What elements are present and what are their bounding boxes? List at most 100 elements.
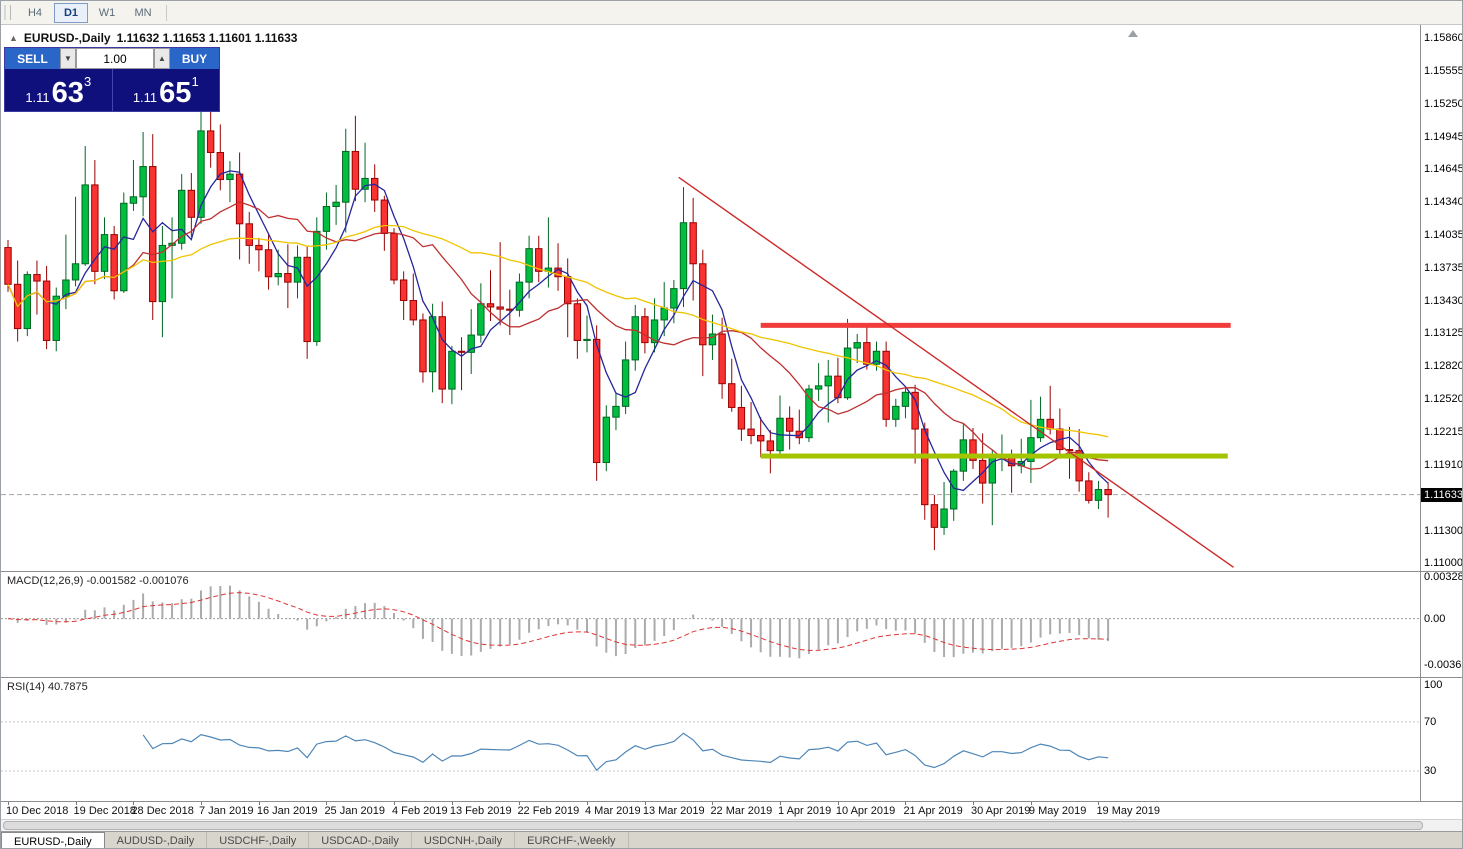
trade-panel-controls: SELL ▼ 1.00 ▲ BUY xyxy=(5,48,219,69)
time-axis-tick xyxy=(133,802,135,805)
collapse-trade-panel-icon[interactable]: ▲ xyxy=(9,33,18,43)
rsi-panel[interactable]: RSI(14) 40.7875 xyxy=(1,678,1420,801)
horizontal-scrollbar[interactable] xyxy=(1,819,1462,831)
bid-price-pips: 63 xyxy=(51,77,84,110)
toolbar-grip[interactable] xyxy=(4,5,11,20)
time-axis-tick xyxy=(837,802,839,805)
chart-tab-audusd-daily[interactable]: AUDUSD-,Daily xyxy=(105,832,208,848)
timeframe-button-h4[interactable]: H4 xyxy=(27,6,43,19)
price-axis-label: 1.11910 xyxy=(1424,458,1463,471)
volume-decrement-button[interactable]: ▼ xyxy=(60,48,76,69)
panel-separator[interactable] xyxy=(1,677,1462,678)
macd-axis: 0.003287 0.00 -0.003659 xyxy=(1421,571,1462,677)
date-label: 19 May 2019 xyxy=(1096,805,1161,817)
support-line xyxy=(760,453,1228,459)
time-axis-tick xyxy=(519,802,521,805)
date-label: 22 Mar 2019 xyxy=(710,805,773,817)
time-axis[interactable]: 10 Dec 2018 19 Dec 2018 28 Dec 2018 7 Jan 2… xyxy=(1,802,1462,819)
time-axis-tick xyxy=(973,802,974,805)
price-axis[interactable]: 1.15860 1.15555 1.15250 1.14945 1.14645 1.143… xyxy=(1421,25,1463,571)
macd-panel[interactable]: MACD(12,26,9) -0.001582 -0.001076 xyxy=(1,572,1420,677)
chart-tab-usdchf-daily[interactable]: USDCHF-,Daily xyxy=(207,832,310,848)
ma-fast-line xyxy=(7,170,1109,492)
price-axis-label: 1.13125 xyxy=(1424,327,1463,340)
price-axis-label: 1.14035 xyxy=(1424,229,1463,242)
price-axis-label: 1.13735 xyxy=(1424,261,1463,274)
date-label: 4 Feb 2019 xyxy=(392,805,448,817)
date-label: 25 Jan 2019 xyxy=(324,805,385,817)
price-axis-label: 1.15250 xyxy=(1424,97,1463,110)
time-axis-tick xyxy=(201,802,202,805)
price-axis-label: 1.15860 xyxy=(1424,32,1463,44)
chart-symbol-label: EURUSD-,Daily xyxy=(23,31,111,45)
price-axis-label: 1.12215 xyxy=(1424,425,1463,438)
date-label: 19 Dec 2018 xyxy=(73,805,136,817)
ask-price-point: 1 xyxy=(191,74,199,89)
price-axis-label: 1.12520 xyxy=(1424,392,1463,405)
time-axis-tick xyxy=(587,802,588,805)
date-label: 22 Feb 2019 xyxy=(517,805,580,817)
volume-increment-button[interactable]: ▲ xyxy=(154,48,170,69)
price-axis-label: 1.12820 xyxy=(1424,360,1463,373)
candles-layer xyxy=(4,106,1112,551)
volume-input[interactable]: 1.00 xyxy=(76,48,154,69)
date-label: 16 Jan 2019 xyxy=(256,805,318,817)
time-axis-tick xyxy=(394,802,395,805)
price-axis-label: 1.14945 xyxy=(1424,130,1463,143)
date-label: 1 Apr 2019 xyxy=(778,805,832,817)
macd-axis-label: 0.00 xyxy=(1424,612,1446,625)
one-click-trading-panel: SELL ▼ 1.00 ▲ BUY 1.11 63 3 1.11 65 1 xyxy=(5,48,219,111)
time-axis-tick xyxy=(326,802,328,805)
date-label: 7 Jan 2019 xyxy=(199,805,254,817)
rsi-axis: 100 70 30 xyxy=(1421,678,1462,801)
panel-separator[interactable] xyxy=(1,571,1462,572)
chart-title: ▲ EURUSD-,Daily 1.11632 1.11653 1.11601 … xyxy=(9,31,297,45)
timeframe-button-mn[interactable]: MN xyxy=(134,6,152,19)
date-label: 10 Dec 2018 xyxy=(6,805,69,817)
chart-tab-eurchf-weekly[interactable]: EURCHF-,Weekly xyxy=(515,832,629,848)
rsi-canvas[interactable] xyxy=(1,678,1420,801)
time-axis-tick xyxy=(75,802,77,805)
price-axis-label: 1.14645 xyxy=(1424,163,1463,176)
ask-price-base: 1.11 xyxy=(132,90,158,105)
current-price-badge: 1.11633 xyxy=(1421,487,1462,502)
time-axis-tick xyxy=(712,802,714,805)
chart-tab-usdcnh-daily[interactable]: USDCNH-,Daily xyxy=(412,832,516,848)
date-label: 28 Dec 2018 xyxy=(131,805,194,817)
buy-button[interactable]: BUY xyxy=(170,48,219,69)
macd-canvas[interactable] xyxy=(1,572,1420,677)
chart-tabs-bar: EURUSD-,Daily AUDUSD-,Daily USDCHF-,Daily U… xyxy=(1,831,1462,848)
macd-axis-label: -0.003659 xyxy=(1424,659,1462,671)
bid-price[interactable]: 1.11 63 3 xyxy=(5,69,113,111)
main-chart-canvas[interactable] xyxy=(1,25,1420,571)
date-label: 9 May 2019 xyxy=(1028,805,1087,817)
chart-shift-marker xyxy=(1128,30,1138,37)
panel-separator xyxy=(1,801,1462,802)
price-axis-label: 1.11000 xyxy=(1424,557,1463,569)
date-label: 21 Apr 2019 xyxy=(903,805,963,817)
time-axis-tick xyxy=(780,802,781,805)
timeframe-button-w1[interactable]: W1 xyxy=(98,6,116,19)
ask-price[interactable]: 1.11 65 1 xyxy=(113,69,220,111)
date-label: 10 Apr 2019 xyxy=(835,805,896,817)
trade-panel-quotes: 1.11 63 3 1.11 65 1 xyxy=(5,69,219,111)
date-label: 4 Mar 2019 xyxy=(585,805,641,817)
time-axis-tick xyxy=(451,802,453,805)
time-axis-tick xyxy=(8,802,9,805)
axis-separator xyxy=(1420,25,1421,801)
price-axis-label: 1.14340 xyxy=(1424,196,1463,209)
timeframe-toolbar: H4 D1 W1 MN xyxy=(1,1,1462,25)
rsi-line xyxy=(142,732,1109,772)
ma-medium-line xyxy=(7,201,1109,470)
date-label: 30 Apr 2019 xyxy=(971,805,1031,817)
sell-button[interactable]: SELL xyxy=(5,48,60,69)
price-axis-label: 1.11300 xyxy=(1424,524,1463,537)
chart-tab-eurusd-daily[interactable]: EURUSD-,Daily xyxy=(1,832,105,848)
chart-ohlc-values: 1.11632 1.11653 1.11601 1.11633 xyxy=(116,31,298,45)
descending-trendline xyxy=(678,176,1234,568)
bid-price-point: 3 xyxy=(83,74,92,89)
chart-tab-usdcad-daily[interactable]: USDCAD-,Daily xyxy=(309,832,412,848)
scrollbar-thumb[interactable] xyxy=(3,821,1423,830)
chart-plot-area[interactable]: ▲ EURUSD-,Daily 1.11632 1.11653 1.11601 … xyxy=(1,25,1420,571)
timeframe-button-d1[interactable]: D1 xyxy=(54,2,88,23)
